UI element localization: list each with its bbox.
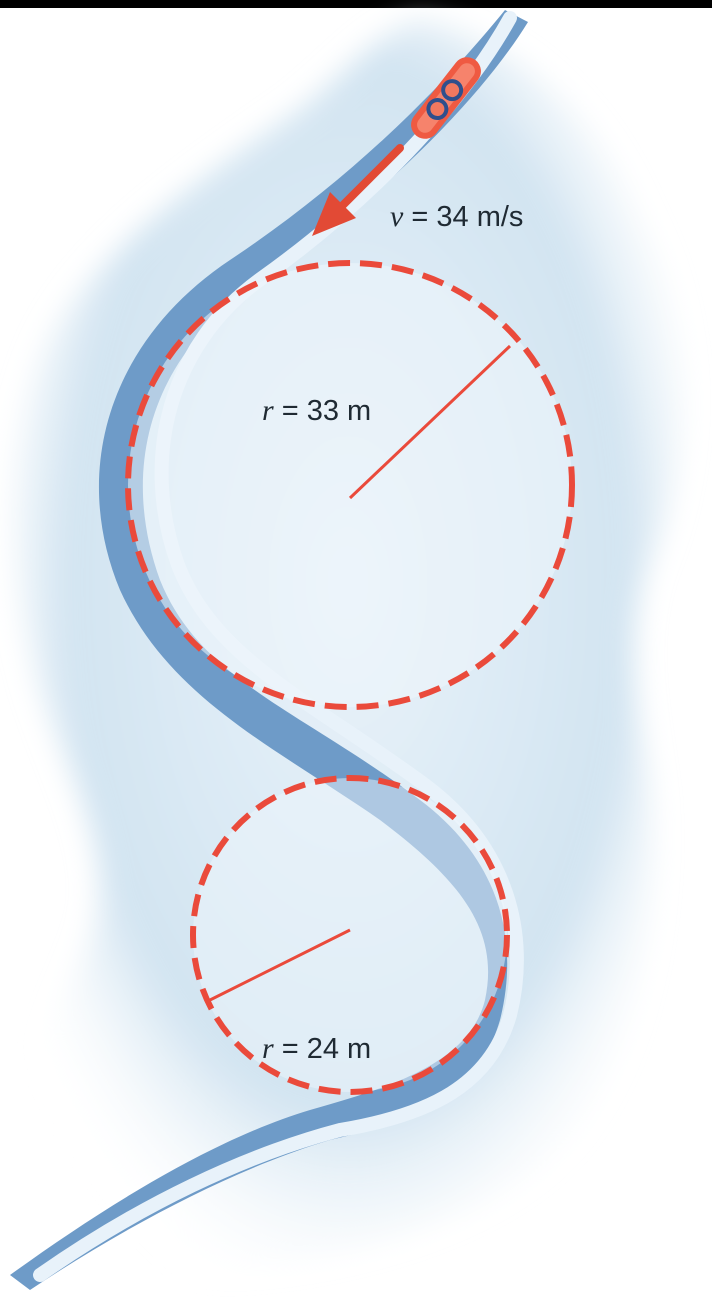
large-radius-line bbox=[348, 344, 512, 500]
top-border bbox=[0, 0, 712, 8]
small-curve-circle bbox=[190, 775, 510, 1095]
bobsled-icon bbox=[411, 57, 481, 139]
velocity-arrow-icon bbox=[312, 144, 404, 236]
speed-label: v = 34 m/s bbox=[390, 200, 523, 233]
large-curve-circle bbox=[125, 260, 575, 710]
track-surface bbox=[33, 11, 524, 1282]
small-radius-label: r = 24 m bbox=[262, 1032, 371, 1065]
small-radius-line bbox=[209, 928, 351, 1002]
large-radius-label: r = 33 m bbox=[262, 394, 371, 427]
